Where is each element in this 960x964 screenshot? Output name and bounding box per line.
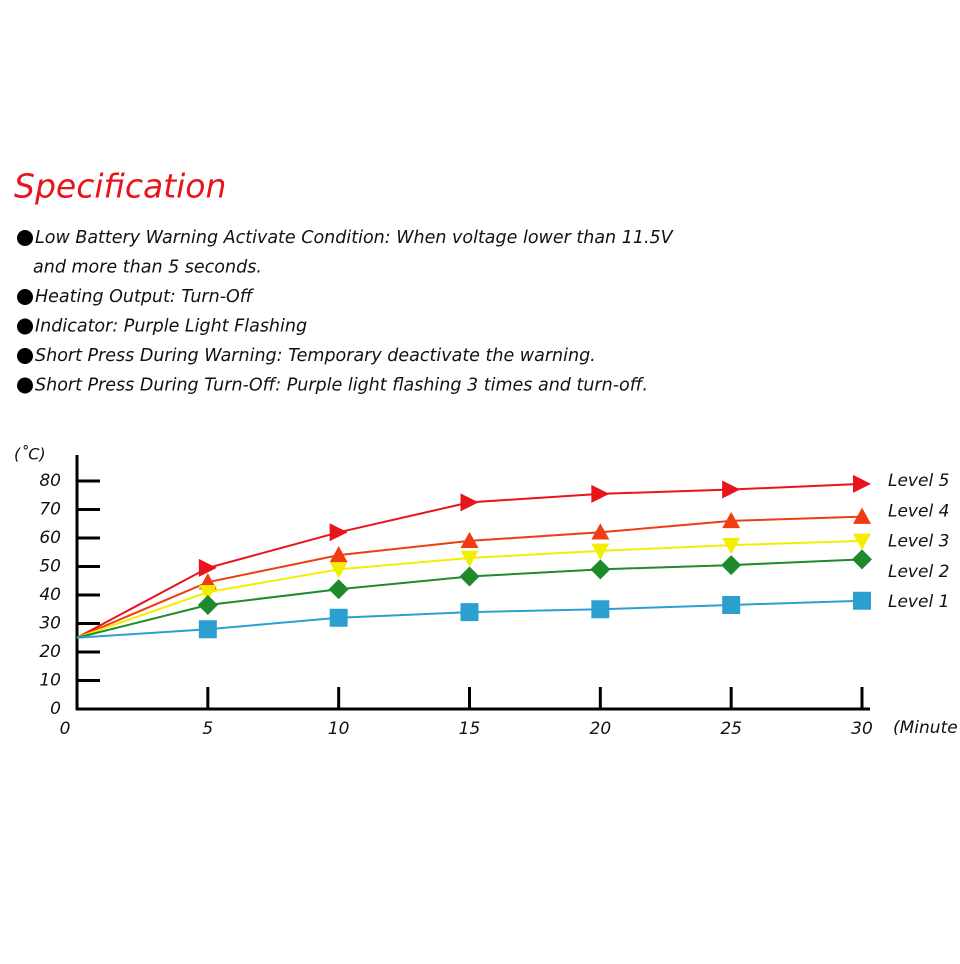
y-tick-label: 10 bbox=[39, 671, 61, 691]
spec-list: Low Battery Warning Activate Condition: … bbox=[17, 228, 674, 396]
x-tick-label: 15 bbox=[459, 719, 481, 739]
y-tick-label: 60 bbox=[39, 528, 61, 548]
marker bbox=[590, 559, 611, 580]
marker bbox=[853, 591, 871, 610]
spec-item: Short Press During Turn-Off: Purple ligh… bbox=[35, 376, 648, 396]
marker bbox=[329, 523, 348, 542]
marker bbox=[722, 537, 741, 555]
marker bbox=[198, 584, 217, 602]
marker bbox=[853, 474, 871, 493]
y-tick-label: 20 bbox=[39, 642, 61, 662]
y-tick-label: 40 bbox=[39, 585, 61, 605]
legend-label: Level 3 bbox=[888, 532, 949, 552]
marker bbox=[853, 533, 871, 550]
x-tick-label: 20 bbox=[590, 719, 612, 739]
y-tick-label: 70 bbox=[39, 500, 61, 520]
marker bbox=[460, 531, 479, 549]
x-tick-label: 30 bbox=[851, 719, 873, 739]
marker bbox=[722, 511, 741, 529]
marker bbox=[329, 562, 348, 579]
marker bbox=[721, 555, 742, 576]
marker bbox=[852, 549, 872, 570]
bullet bbox=[17, 289, 33, 305]
bullet bbox=[17, 348, 33, 364]
legend-label: Level 2 bbox=[888, 562, 949, 582]
spec-title: Specification bbox=[14, 167, 226, 206]
marker bbox=[591, 523, 610, 540]
marker bbox=[591, 543, 610, 560]
legend-label: Level 4 bbox=[888, 501, 949, 521]
y-tick-label: 80 bbox=[39, 471, 61, 491]
marker bbox=[459, 566, 480, 587]
x-tick-label: 5 bbox=[202, 719, 213, 739]
marker bbox=[198, 620, 217, 639]
spec-item: Low Battery Warning Activate Condition: … bbox=[35, 228, 674, 248]
marker bbox=[460, 550, 479, 567]
marker bbox=[329, 546, 348, 563]
marker bbox=[591, 484, 610, 503]
bullet bbox=[17, 377, 33, 394]
y-tick-label: 50 bbox=[39, 557, 61, 577]
marker bbox=[591, 600, 610, 619]
marker bbox=[722, 595, 741, 614]
bullet bbox=[17, 230, 33, 246]
marker bbox=[853, 507, 871, 524]
spec-item: Indicator: Purple Light Flashing bbox=[35, 317, 307, 337]
marker bbox=[460, 493, 479, 512]
marker bbox=[329, 608, 348, 627]
x-tick-label: 25 bbox=[720, 719, 742, 739]
marker bbox=[722, 480, 741, 499]
marker bbox=[328, 579, 349, 600]
x-tick-label: 0 bbox=[60, 719, 71, 739]
y-axis-label: (˚C) bbox=[14, 445, 46, 464]
marker bbox=[460, 603, 479, 622]
spec-item: Heating Output: Turn-Off bbox=[35, 287, 255, 307]
y-tick-label: 30 bbox=[39, 614, 61, 634]
legend-label: Level 5 bbox=[888, 471, 949, 491]
marker bbox=[198, 558, 217, 577]
marker bbox=[197, 594, 218, 615]
spec-item: Short Press During Warning: Temporary de… bbox=[35, 346, 596, 366]
chart: (˚C) (Minute 0 10 20 30 40 50 60 70 80 0 5 10 15 20 25 30… bbox=[14, 445, 958, 740]
spec-item: and more than 5 seconds. bbox=[33, 258, 262, 278]
x-tick-label: 10 bbox=[328, 719, 350, 739]
legend-label: Level 1 bbox=[888, 592, 949, 612]
x-axis-label: (Minute bbox=[893, 718, 958, 738]
bullet bbox=[17, 318, 33, 335]
y-tick-label: 0 bbox=[50, 699, 61, 719]
